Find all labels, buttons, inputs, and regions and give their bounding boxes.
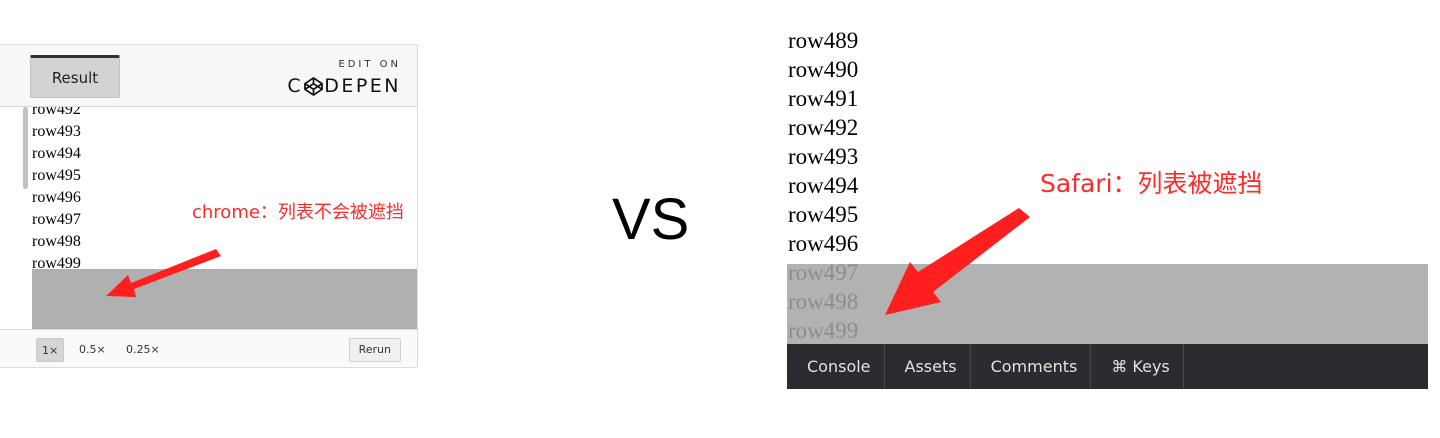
tab-assets[interactable]: Assets: [885, 344, 971, 389]
list-item: row499: [32, 255, 81, 272]
vs-label: VS: [612, 187, 690, 252]
list-item: row493: [788, 144, 859, 169]
zoom-0.25x-button[interactable]: 0.25×: [126, 343, 160, 356]
zoom-1x-button[interactable]: 1×: [36, 338, 65, 362]
zoom-0.5x-button[interactable]: 0.5×: [79, 343, 106, 356]
gray-fixed-overlay: [32, 269, 417, 331]
list-item: row496: [32, 189, 81, 206]
list-item: row494: [788, 173, 859, 198]
codepen-logo-c: C: [287, 75, 304, 97]
rerun-button[interactable]: Rerun: [348, 338, 401, 362]
codepen-logo-text: DEPEN: [324, 75, 401, 97]
result-tab[interactable]: Result: [30, 55, 120, 98]
list-item: row489: [788, 28, 859, 53]
tab-console[interactable]: Console: [787, 344, 885, 389]
list-item: row496: [788, 231, 859, 256]
chrome-annotation: chrome：列表不会被遮挡: [192, 202, 404, 223]
list-item: row497: [32, 211, 81, 228]
safari-view: row489 row490 row491 row492 row493 row49…: [787, 26, 1428, 389]
list-item: row494: [32, 145, 81, 162]
list-item: row492: [32, 107, 81, 118]
codepen-logo-icon: [304, 76, 324, 96]
list-item: row498: [32, 233, 81, 250]
codepen-logo[interactable]: C DEPEN: [287, 75, 401, 97]
gray-fixed-overlay: [787, 264, 1428, 344]
list-item: row490: [788, 57, 859, 82]
codepen-header: Result EDIT ON C DEPEN: [0, 45, 417, 107]
chrome-codepen-embed: Result EDIT ON C DEPEN row492 row493 row…: [0, 44, 418, 368]
list-item: row495: [32, 167, 81, 184]
devtools-tab-bar: Console Assets Comments ⌘ Keys: [787, 344, 1428, 389]
codepen-footer: 1× 0.5× 0.25× Rerun: [0, 329, 417, 367]
list-item: row492: [788, 115, 859, 140]
list-item: row495: [788, 202, 859, 227]
tab-keys[interactable]: ⌘ Keys: [1091, 344, 1184, 389]
tab-comments[interactable]: Comments: [971, 344, 1092, 389]
list-item: row491: [788, 86, 859, 111]
edit-on-label[interactable]: EDIT ON: [338, 59, 401, 70]
chrome-row-list: row492 row493 row494 row495 row496 row49…: [32, 107, 81, 275]
list-item: row493: [32, 123, 81, 140]
scrollbar-thumb[interactable]: [23, 107, 28, 189]
safari-annotation: Safari：列表被遮挡: [1040, 169, 1263, 198]
